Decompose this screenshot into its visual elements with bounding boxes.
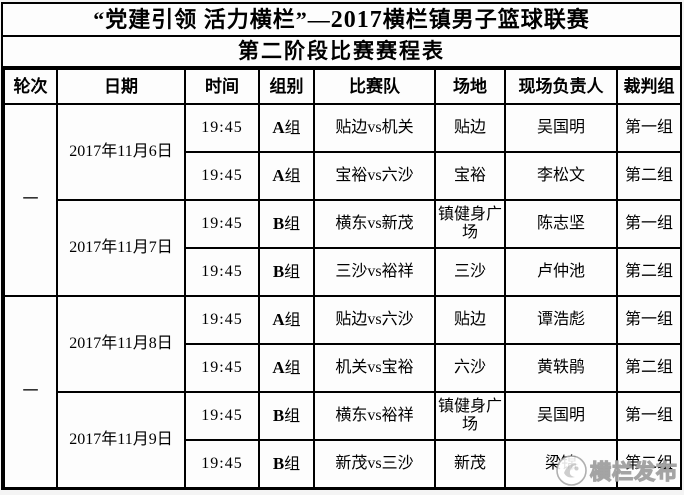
group-cell: A组 xyxy=(258,295,315,345)
manager-cell: 卢仲池 xyxy=(504,247,618,297)
time-cell: 19:45 xyxy=(184,151,260,201)
schedule-table: 轮次 日期 时间 组别 比赛队 场地 现场负责人 裁判组 一 2017年11月6… xyxy=(3,68,682,489)
manager-cell: 谭浩彪 xyxy=(504,295,618,345)
header-row: 轮次 日期 时间 组别 比赛队 场地 现场负责人 裁判组 xyxy=(3,68,682,105)
table-row: 一 2017年11月8日 19:45 A组 贴边vs六沙 贴边 谭浩彪 第一组 xyxy=(3,295,682,489)
round-cell: 一 xyxy=(3,103,58,297)
venue-cell: 三沙 xyxy=(434,247,506,297)
table-row: 2017年11月7日 19:45 B组 横东vs新茂 镇健身广场 陈志坚 第一组 xyxy=(4,199,682,297)
page-subtitle: 第二阶段比赛赛程表 xyxy=(3,37,680,68)
manager-cell: 吴国明 xyxy=(504,103,618,153)
referee-cell: 第一组 xyxy=(616,103,682,153)
column-header-round: 轮次 xyxy=(3,68,58,105)
teams-cell: 横东vs裕祥 xyxy=(313,391,436,441)
group-cell: B组 xyxy=(258,439,315,489)
manager-cell: 梁锦 xyxy=(504,439,618,489)
round-cell: 一 xyxy=(3,295,58,489)
column-header-referee: 裁判组 xyxy=(616,68,682,105)
column-header-venue: 场地 xyxy=(434,68,506,105)
venue-cell: 六沙 xyxy=(434,343,506,393)
referee-cell: 第一组 xyxy=(616,295,682,345)
teams-cell: 宝裕vs六沙 xyxy=(313,151,436,201)
teams-cell: 横东vs新茂 xyxy=(313,199,436,249)
page-title: “党建引领 活力横栏”—2017横栏镇男子篮球联赛 xyxy=(3,4,680,37)
time-cell: 19:45 xyxy=(184,247,260,297)
time-cell: 19:45 xyxy=(184,199,260,249)
date-cell: 2017年11月7日 xyxy=(56,199,186,297)
date-cell: 2017年11月9日 xyxy=(56,391,186,489)
time-cell: 19:45 xyxy=(184,391,260,441)
title-suffix: 横栏镇男子篮球联赛 xyxy=(382,7,590,32)
teams-cell: 新茂vs三沙 xyxy=(313,439,436,489)
title-prefix: “党建引领 活力横栏”— xyxy=(93,7,331,32)
venue-cell: 贴边 xyxy=(434,103,506,153)
table-row: 2017年11月9日 19:45 B组 横东vs裕祥 镇健身广场 吴国明 第一组 xyxy=(4,391,682,489)
manager-cell: 李松文 xyxy=(504,151,618,201)
time-cell: 19:45 xyxy=(184,295,260,345)
teams-cell: 贴边vs六沙 xyxy=(313,295,436,345)
date-cell: 2017年11月8日 xyxy=(56,295,186,393)
referee-cell: 第二组 xyxy=(616,439,682,489)
manager-cell: 黄轶鹃 xyxy=(504,343,618,393)
column-header-teams: 比赛队 xyxy=(313,68,436,105)
venue-cell: 新茂 xyxy=(434,439,506,489)
table-row: 19:45 B组 新茂vs三沙 新茂 梁锦 第二组 xyxy=(4,439,682,489)
group-cell: B组 xyxy=(258,247,315,297)
column-header-date: 日期 xyxy=(56,68,186,105)
manager-cell: 陈志坚 xyxy=(504,199,618,249)
title-year: 2017 xyxy=(330,7,383,33)
group-cell: B组 xyxy=(258,199,315,249)
referee-cell: 第一组 xyxy=(616,199,682,249)
table-row: 一 2017年11月6日 19:45 A组 贴边vs机关 贴边 吴国明 第一组 xyxy=(3,103,682,297)
venue-cell: 宝裕 xyxy=(434,151,506,201)
table-row: 19:45 A组 机关vs宝裕 六沙 黄轶鹃 第二组 xyxy=(4,343,682,393)
group-cell: A组 xyxy=(258,343,315,393)
referee-cell: 第一组 xyxy=(616,391,682,441)
column-header-time: 时间 xyxy=(184,68,260,105)
venue-cell: 镇健身广场 xyxy=(434,391,506,441)
manager-cell: 吴国明 xyxy=(504,391,618,441)
group-cell: B组 xyxy=(258,391,315,441)
referee-cell: 第二组 xyxy=(616,151,682,201)
table-row: 19:45 A组 宝裕vs六沙 宝裕 李松文 第二组 xyxy=(4,151,682,201)
referee-cell: 第二组 xyxy=(616,343,682,393)
group-cell: A组 xyxy=(258,103,315,153)
venue-cell: 镇健身广场 xyxy=(434,199,506,249)
column-header-manager: 现场负责人 xyxy=(504,68,618,105)
date-cell: 2017年11月6日 xyxy=(56,103,186,201)
time-cell: 19:45 xyxy=(184,439,260,489)
teams-cell: 机关vs宝裕 xyxy=(313,343,436,393)
time-cell: 19:45 xyxy=(184,343,260,393)
column-header-group: 组别 xyxy=(258,68,315,105)
group-cell: A组 xyxy=(258,151,315,201)
referee-cell: 第二组 xyxy=(616,247,682,297)
venue-cell: 贴边 xyxy=(434,295,506,345)
time-cell: 19:45 xyxy=(184,103,260,153)
teams-cell: 贴边vs机关 xyxy=(313,103,436,153)
teams-cell: 三沙vs裕祥 xyxy=(313,247,436,297)
table-row: 19:45 B组 三沙vs裕祥 三沙 卢仲池 第二组 xyxy=(4,247,682,297)
